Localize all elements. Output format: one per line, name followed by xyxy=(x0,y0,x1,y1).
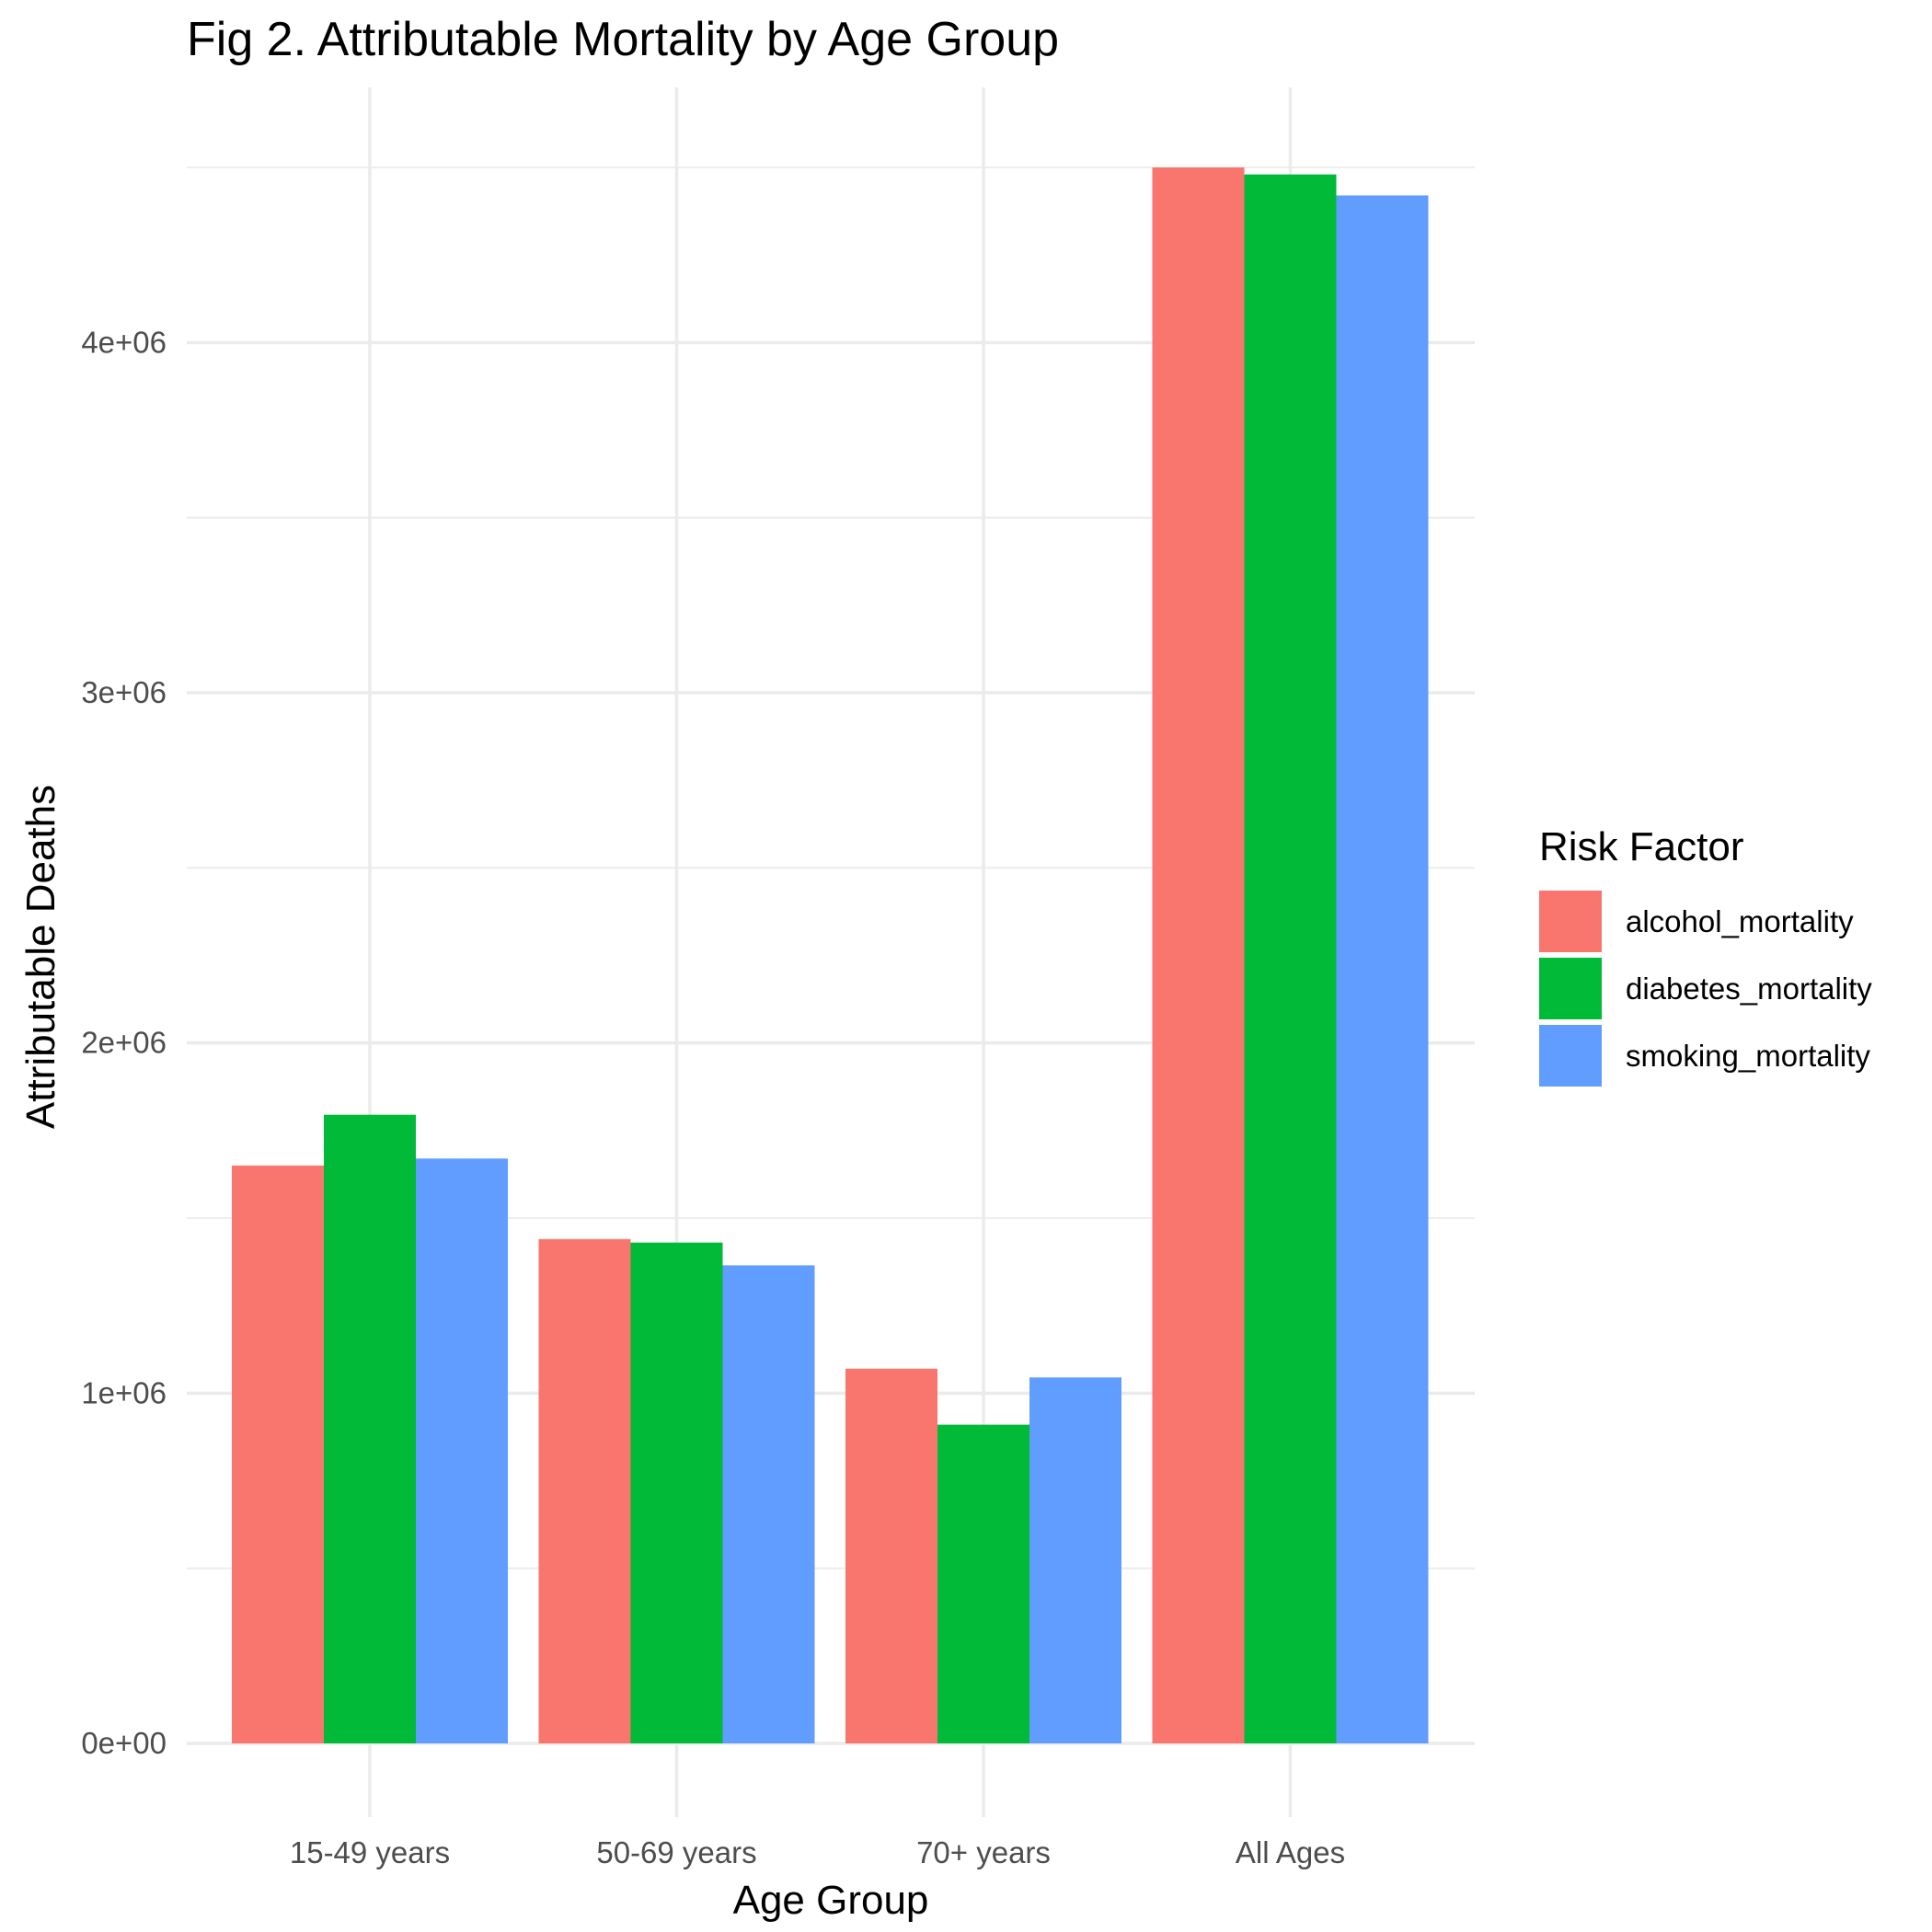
bar-smoking-mortality-1 xyxy=(416,1158,508,1743)
bar-smoking-mortality-2 xyxy=(722,1265,815,1743)
y-tick-label: 0e+00 xyxy=(81,1726,167,1760)
x-tick-label: 50-69 years xyxy=(596,1835,756,1869)
x-axis-title: Age Group xyxy=(733,1878,929,1923)
x-tick-labels: 15-49 years 50-69 years 70+ years All Ages xyxy=(290,1835,1345,1869)
x-tick-label: 70+ years xyxy=(916,1835,1051,1869)
y-tick-label: 2e+06 xyxy=(81,1026,167,1060)
legend: Risk Factor alcohol_mortality diabetes_mo… xyxy=(1539,824,1872,1087)
legend-title: Risk Factor xyxy=(1539,824,1743,869)
bar-alcohol-mortality-3 xyxy=(845,1368,937,1743)
legend-label-smoking-mortality: smoking_mortality xyxy=(1626,1039,1870,1073)
bar-smoking-mortality-3 xyxy=(1029,1377,1121,1743)
y-tick-label: 4e+06 xyxy=(81,325,167,359)
legend-label-diabetes-mortality: diabetes_mortality xyxy=(1626,972,1872,1006)
y-tick-label: 3e+06 xyxy=(81,675,167,709)
bar-diabetes-mortality-2 xyxy=(630,1242,723,1743)
bar-smoking-mortality-4 xyxy=(1336,195,1429,1743)
y-tick-labels: 0e+00 1e+06 2e+06 3e+06 4e+06 xyxy=(81,325,167,1760)
chart-title: Fig 2. Attributable Mortality by Age Gro… xyxy=(187,13,1059,66)
legend-swatch-smoking-mortality xyxy=(1539,1025,1602,1087)
legend-swatch-diabetes-mortality xyxy=(1539,958,1602,1019)
bars xyxy=(232,167,1429,1744)
legend-items: alcohol_mortality diabetes_mortalitysmoki… xyxy=(1539,891,1872,1087)
bar-alcohol-mortality-2 xyxy=(538,1238,631,1743)
bar-alcohol-mortality-1 xyxy=(232,1165,324,1743)
legend-label-alcohol-mortality: alcohol_mortality xyxy=(1626,904,1854,938)
y-tick-label: 1e+06 xyxy=(81,1375,167,1409)
bar-alcohol-mortality-4 xyxy=(1152,167,1245,1743)
y-axis-title: Attributable Deaths xyxy=(18,785,63,1129)
bar-diabetes-mortality-3 xyxy=(937,1424,1029,1743)
bar-diabetes-mortality-4 xyxy=(1244,174,1337,1744)
x-tick-label: 15-49 years xyxy=(290,1835,450,1869)
legend-swatch-alcohol-mortality xyxy=(1539,891,1602,952)
bar-diabetes-mortality-1 xyxy=(324,1114,416,1743)
x-tick-label: All Ages xyxy=(1236,1835,1345,1869)
